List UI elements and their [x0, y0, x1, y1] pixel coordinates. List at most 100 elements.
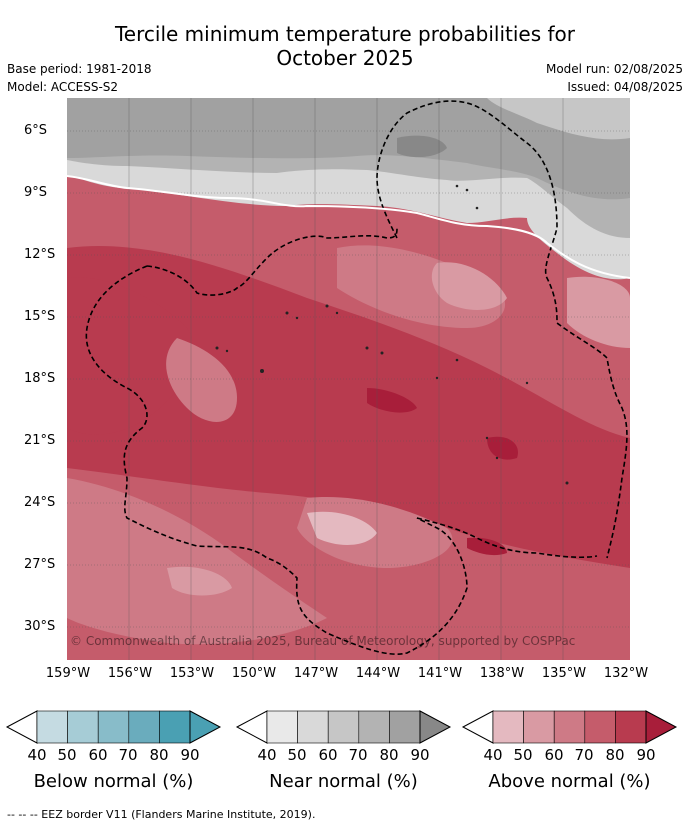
- eez-legend: -- -- -- EEZ border V11 (Flanders Marine…: [7, 808, 316, 821]
- cbar-tick: 80: [149, 746, 169, 764]
- copyright-notice: © Commonwealth of Australia 2025, Bureau…: [70, 634, 576, 648]
- eez-borders: [85, 100, 628, 655]
- meta-right: Model run: 02/08/2025 Issued: 04/08/2025: [546, 60, 683, 96]
- graticule: [67, 130, 630, 628]
- map-title: Tercile minimum temperature probabilitie…: [0, 22, 690, 70]
- colorbars-svg: [5, 710, 678, 744]
- lat-label: 12°S: [24, 247, 56, 262]
- island-markers: [215, 184, 569, 485]
- colorbar-segment: [297, 710, 329, 744]
- cbar-tick: 80: [379, 746, 399, 764]
- near-normal-90-spot: [397, 135, 447, 158]
- above-normal-arrow-left: [461, 710, 494, 744]
- above-normal-60-patch-1: [166, 338, 237, 422]
- cbar-tick: 70: [118, 746, 138, 764]
- colorbar-segment: [266, 710, 298, 744]
- probability-map: [67, 98, 630, 660]
- above-normal-label: Above normal (%): [488, 771, 651, 792]
- lat-label: 27°S: [24, 557, 56, 572]
- colorbar-segment: [358, 710, 390, 744]
- cbar-tick: 40: [483, 746, 503, 764]
- lon-label: 135°W: [541, 666, 587, 681]
- tercile-boundary: [67, 175, 630, 279]
- lat-label: 15°S: [24, 309, 56, 324]
- above-normal-arrow-right: [645, 710, 678, 744]
- colorbar-segment: [389, 710, 421, 744]
- model-run: Model run: 02/08/2025: [545, 62, 683, 76]
- cbar-tick: 80: [605, 746, 625, 764]
- above-normal-40-patch: [307, 511, 377, 545]
- lon-label: 156°W: [107, 666, 153, 681]
- colorbar-segment: [615, 710, 647, 744]
- cbar-tick: 50: [287, 746, 307, 764]
- below-normal-arrow-right: [189, 710, 222, 744]
- lat-label: 18°S: [24, 371, 56, 386]
- colorbar-segment: [492, 710, 524, 744]
- colorbar-segment: [36, 710, 68, 744]
- cbar-tick: 90: [410, 746, 430, 764]
- model-name: Model: ACCESS-S2: [7, 80, 119, 94]
- above-normal-90-spot-3: [487, 436, 518, 460]
- lon-label: 138°W: [479, 666, 525, 681]
- above-normal-50-patch-2: [167, 566, 232, 596]
- above-normal-50-patch-1: [431, 262, 507, 310]
- title-line-1: Tercile minimum temperature probabilitie…: [114, 22, 576, 46]
- near-normal-60-northeast: [487, 98, 630, 140]
- near-normal-colorbar: [235, 710, 452, 744]
- cbar-tick: 50: [513, 746, 533, 764]
- near-normal-arrow-left: [235, 710, 268, 744]
- near-normal-arrow-right: [419, 710, 452, 744]
- below-normal-arrow-left: [5, 710, 38, 744]
- eez-north-border: [146, 227, 398, 296]
- lat-label: 30°S: [24, 619, 56, 634]
- lat-label: 24°S: [24, 495, 56, 510]
- cbar-tick: 60: [88, 746, 108, 764]
- above-normal-60-southwest: [67, 478, 327, 645]
- cbar-tick: 40: [27, 746, 47, 764]
- lon-label: 147°W: [293, 666, 339, 681]
- issued-date: Issued: 04/08/2025: [567, 80, 683, 94]
- cbar-tick: 50: [57, 746, 77, 764]
- colorbar-segment: [584, 710, 616, 744]
- cbar-tick: 60: [318, 746, 338, 764]
- colorbar-segment: [327, 710, 360, 744]
- eez-east-border: [376, 100, 628, 559]
- above-normal-50-east: [567, 276, 630, 348]
- below-normal-colorbar: [5, 710, 222, 744]
- lon-label: 153°W: [169, 666, 215, 681]
- lon-label: 159°W: [45, 666, 91, 681]
- map-svg: [67, 98, 630, 660]
- near-normal-80-region: [67, 98, 630, 200]
- colorbar-segment: [159, 710, 191, 744]
- above-normal-80-region: [67, 246, 630, 568]
- graticule-lon: [128, 98, 564, 660]
- title-line-2: October 2025: [276, 46, 414, 70]
- cbar-tick: 70: [574, 746, 594, 764]
- meta-left: Base period: 1981-2018 Model: ACCESS-S2: [7, 60, 152, 96]
- lon-label: 141°W: [417, 666, 463, 681]
- colorbar-segment: [553, 710, 586, 744]
- above-normal-colorbar: [461, 710, 678, 744]
- lat-label: 21°S: [24, 433, 56, 448]
- below-normal-label: Below normal (%): [33, 771, 194, 792]
- lat-label: 9°S: [24, 185, 48, 200]
- cbar-tick: 90: [636, 746, 656, 764]
- eez-south-border: [416, 517, 598, 559]
- near-normal-label: Near normal (%): [269, 771, 418, 792]
- lat-label: 6°S: [24, 123, 48, 138]
- lon-label: 144°W: [355, 666, 401, 681]
- cbar-tick: 60: [544, 746, 564, 764]
- above-normal-90-spot-2: [467, 537, 507, 556]
- cbar-tick: 40: [257, 746, 277, 764]
- colorbar-segment: [97, 710, 130, 744]
- above-normal-80-west: [67, 277, 194, 435]
- colorbar-segment: [67, 710, 99, 744]
- colorbar-segment: [523, 710, 555, 744]
- cbar-tick: 70: [348, 746, 368, 764]
- colorbar-segment: [128, 710, 160, 744]
- base-period: Base period: 1981-2018: [7, 62, 152, 76]
- cbar-tick: 90: [180, 746, 200, 764]
- above-normal-90-spot-1: [367, 388, 417, 413]
- lon-label: 150°W: [231, 666, 277, 681]
- lon-label: 132°W: [603, 666, 649, 681]
